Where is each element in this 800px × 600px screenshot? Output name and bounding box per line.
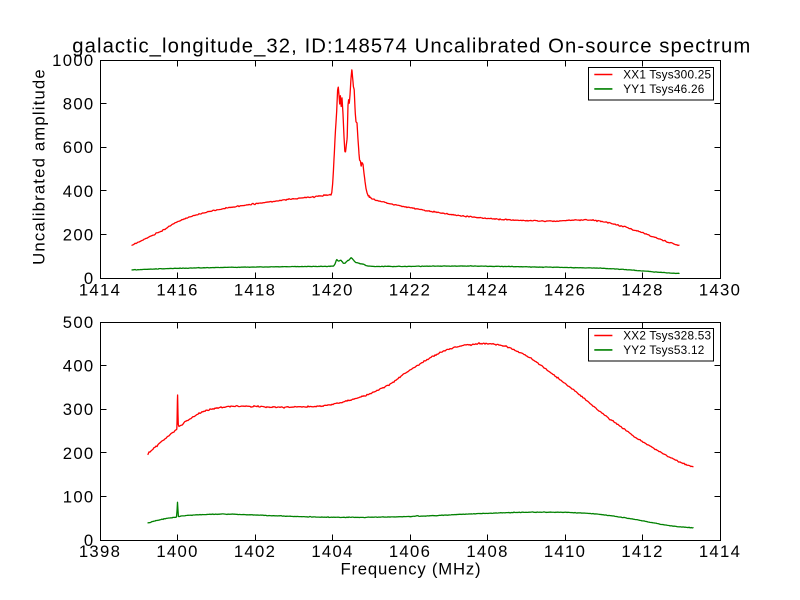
svg-text:1402: 1402 [234, 542, 276, 561]
svg-text:200: 200 [63, 444, 95, 463]
svg-text:1426: 1426 [544, 281, 586, 300]
svg-text:1412: 1412 [621, 542, 663, 561]
svg-text:600: 600 [63, 138, 95, 157]
svg-text:1000: 1000 [52, 51, 94, 70]
svg-text:XX2 Tsys328.53: XX2 Tsys328.53 [623, 328, 711, 342]
svg-text:1404: 1404 [311, 542, 353, 561]
svg-text:Uncalibrated amplitude: Uncalibrated amplitude [30, 68, 49, 265]
svg-text:100: 100 [63, 487, 95, 506]
svg-text:1422: 1422 [389, 281, 431, 300]
svg-text:400: 400 [63, 182, 95, 201]
svg-text:1406: 1406 [389, 542, 431, 561]
svg-text:1420: 1420 [311, 281, 353, 300]
svg-text:1410: 1410 [544, 542, 586, 561]
svg-text:200: 200 [63, 225, 95, 244]
svg-text:1400: 1400 [156, 542, 198, 561]
svg-text:500: 500 [63, 313, 95, 332]
svg-text:1408: 1408 [466, 542, 508, 561]
svg-text:1430: 1430 [699, 281, 741, 300]
svg-text:YY1 Tsys46.26: YY1 Tsys46.26 [623, 82, 705, 96]
svg-text:XX1 Tsys300.25: XX1 Tsys300.25 [623, 67, 711, 81]
svg-text:1414: 1414 [699, 542, 741, 561]
svg-text:400: 400 [63, 357, 95, 376]
svg-text:0: 0 [84, 531, 95, 550]
svg-text:300: 300 [63, 400, 95, 419]
svg-text:800: 800 [63, 95, 95, 114]
svg-text:0: 0 [84, 269, 95, 288]
svg-text:1418: 1418 [234, 281, 276, 300]
svg-text:Frequency (MHz): Frequency (MHz) [340, 560, 481, 579]
svg-text:1428: 1428 [621, 281, 663, 300]
svg-text:galactic_longitude_32, ID:1485: galactic_longitude_32, ID:148574 Uncalib… [72, 36, 751, 58]
svg-text:1398: 1398 [79, 542, 121, 561]
svg-text:1424: 1424 [466, 281, 508, 300]
svg-text:1414: 1414 [79, 281, 121, 300]
svg-text:YY2 Tsys53.12: YY2 Tsys53.12 [623, 343, 704, 357]
svg-text:1416: 1416 [156, 281, 198, 300]
